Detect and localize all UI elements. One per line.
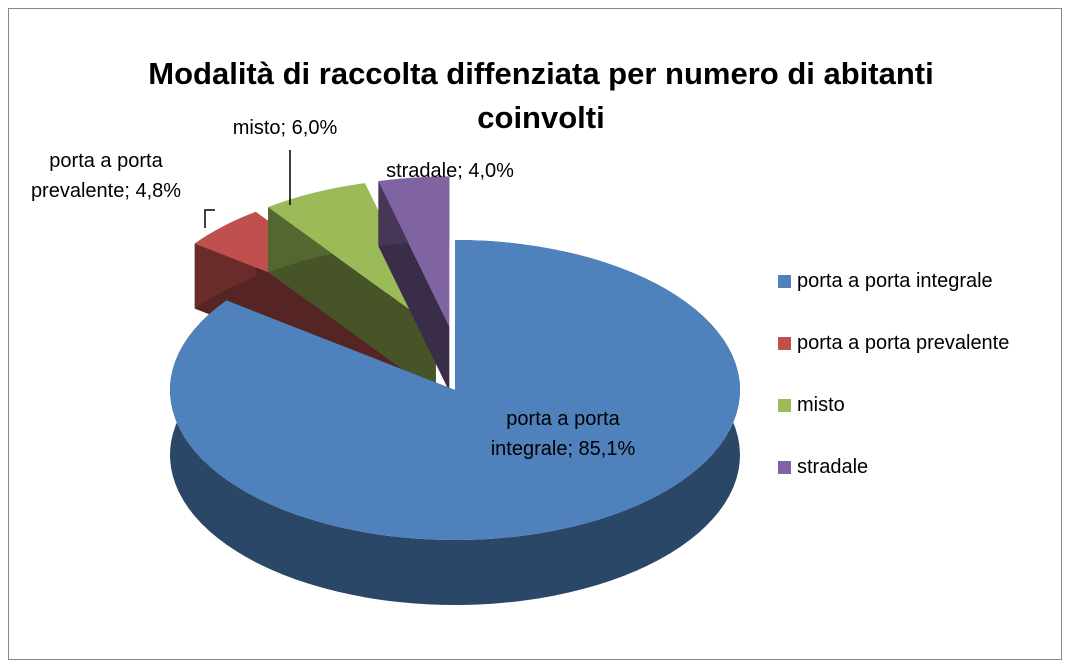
legend-swatch	[778, 399, 791, 412]
legend-label: misto	[797, 394, 845, 416]
data-label: misto; 6,0%	[232, 117, 338, 139]
data-label: porta a porta prevalente; 4,8%	[30, 150, 182, 202]
legend-swatch	[778, 337, 791, 350]
legend-entry: stradale	[778, 456, 868, 479]
legend-label: porta a porta prevalente	[797, 332, 1010, 354]
legend-swatch	[778, 275, 791, 288]
legend-label: porta a porta integrale	[797, 270, 993, 292]
legend-entry: porta a porta integrale	[778, 270, 993, 293]
pie	[170, 176, 741, 605]
legend-swatch	[778, 461, 791, 474]
legend-entry: porta a porta prevalente	[778, 332, 1009, 355]
slice	[378, 176, 450, 327]
legend-entry: misto	[778, 394, 845, 417]
leader-line	[204, 209, 215, 228]
slice	[170, 240, 741, 540]
chart-title: Modalità di raccolta diffenziata per num…	[148, 56, 934, 135]
data-label: porta a porta integrale; 85,1%	[490, 408, 636, 460]
slice	[268, 183, 436, 329]
legend-label: stradale	[797, 456, 869, 478]
data-label: stradale; 4,0%	[386, 160, 514, 182]
slice	[378, 176, 450, 392]
slice	[170, 240, 741, 605]
chart-frame	[8, 8, 1062, 660]
